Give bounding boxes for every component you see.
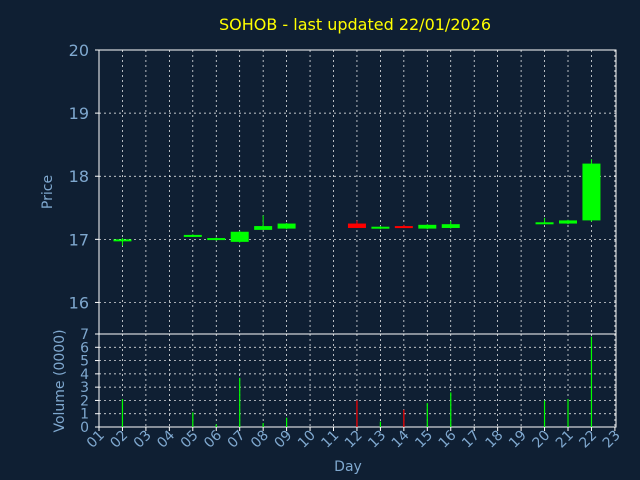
x-tick-label: 05 [178, 428, 202, 452]
candle-body [394, 226, 413, 229]
candle-body [582, 163, 601, 221]
candle [535, 217, 554, 225]
x-tick-label: 07 [225, 428, 249, 452]
candle [113, 238, 132, 246]
candle [371, 226, 390, 230]
volume-tick-label: 0 [80, 420, 89, 436]
candle [207, 237, 226, 241]
candle [418, 224, 437, 230]
candle-body [371, 226, 390, 229]
volume-tick-label: 4 [80, 367, 89, 383]
x-tick-label: 16 [436, 427, 460, 451]
price-tick-label: 18 [69, 167, 89, 186]
candle-body [535, 222, 554, 225]
candle [183, 234, 202, 237]
x-tick-label: 20 [529, 428, 553, 452]
x-tick-label: 22 [576, 428, 600, 452]
volume-tick-label: 1 [80, 407, 89, 423]
x-tick-label: 18 [483, 428, 507, 452]
price-axis-label: Price [40, 175, 56, 209]
price-tick-label: 16 [69, 293, 89, 312]
volume-tick-label: 5 [80, 354, 89, 370]
x-ticks: 01 02 03 04 05 06 07 08 09 10 11 12 13 14 15 16 17 18 19 20… [84, 427, 624, 451]
volume-tick-label: 6 [80, 340, 89, 356]
volume-tick-label: 3 [80, 380, 89, 396]
x-tick-label: 15 [412, 428, 436, 452]
candles [113, 159, 601, 246]
volume-bars [121, 336, 593, 427]
candle [582, 159, 601, 222]
volume-tick-label: 7 [80, 327, 89, 343]
x-tick-label: 23 [600, 428, 624, 452]
candle [347, 220, 366, 228]
x-tick-label: 08 [248, 428, 272, 452]
candle [230, 231, 249, 243]
candle-body [418, 224, 437, 229]
candle-body [230, 231, 249, 242]
price-grid [99, 50, 616, 334]
x-tick-label: 21 [553, 428, 577, 452]
x-tick-label: 14 [389, 427, 413, 451]
price-tick-label: 20 [69, 41, 89, 60]
x-tick-label: 04 [154, 427, 178, 451]
x-tick-label: 10 [295, 428, 319, 452]
candle-body [207, 238, 226, 241]
candle-body [277, 223, 296, 229]
price-tick-label: 17 [69, 230, 89, 249]
price-panel: 16 17 18 19 20 [69, 41, 617, 335]
candle-body [254, 226, 273, 230]
x-tick-label: 06 [201, 427, 225, 451]
candle-body [113, 239, 132, 242]
x-tick-label: 03 [131, 428, 155, 452]
chart-title: SOHOB - last updated 22/01/2026 [219, 15, 491, 34]
price-plot-frame [98, 49, 617, 335]
candle [254, 215, 273, 230]
candle-body [441, 224, 460, 228]
candle [394, 224, 413, 229]
candle [559, 219, 577, 225]
volume-grid [99, 334, 616, 427]
x-tick-label: 19 [506, 428, 530, 452]
candle [441, 221, 460, 229]
price-tick-label: 19 [69, 104, 89, 123]
candle-body [183, 234, 202, 237]
x-tick-label: 13 [365, 428, 389, 452]
candle-body [347, 223, 366, 228]
x-tick-label: 11 [318, 428, 342, 452]
price-y-ticks: 16 17 18 19 20 [69, 41, 99, 312]
x-tick-label: 09 [272, 428, 296, 452]
x-tick-label: 12 [342, 428, 366, 452]
candle-body [559, 220, 577, 224]
x-tick-label: 02 [107, 428, 131, 452]
candle [277, 222, 296, 230]
x-tick-label: 17 [459, 428, 483, 452]
volume-tick-label: 2 [80, 393, 89, 409]
volume-axis-label: Volume (0000) [52, 329, 68, 432]
x-axis-label: Day [334, 459, 362, 475]
